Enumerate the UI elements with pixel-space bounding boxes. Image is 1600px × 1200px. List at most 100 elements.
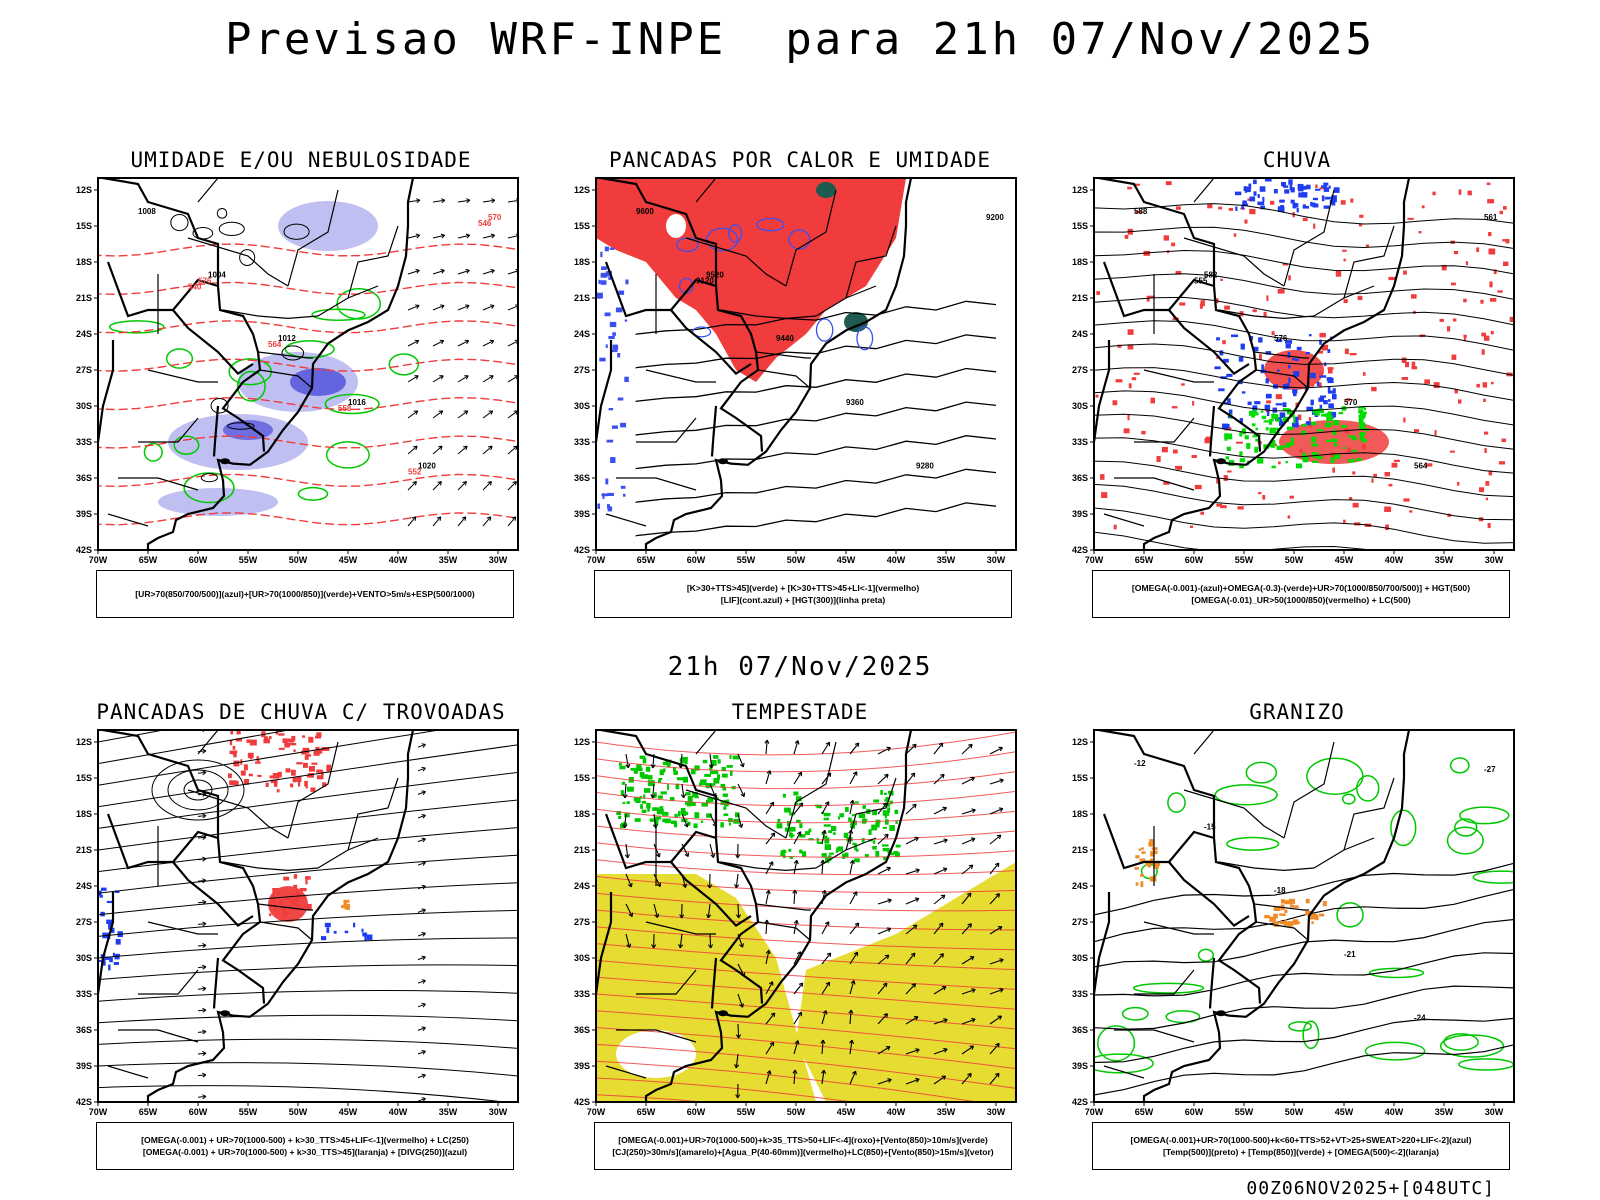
wind-cell xyxy=(884,812,887,819)
rain-cell xyxy=(1310,372,1316,379)
rain-cell xyxy=(1314,413,1320,416)
wind-vector xyxy=(933,1048,948,1055)
rain-cell xyxy=(1505,239,1510,244)
wind-cell xyxy=(893,851,899,855)
temp850-contour xyxy=(1097,1025,1136,1062)
height-contour xyxy=(635,334,997,369)
contour-label: -12 xyxy=(1134,759,1146,768)
rain-cell xyxy=(1316,429,1324,432)
humidity-area xyxy=(278,201,378,251)
rain-cell xyxy=(1411,366,1418,370)
wind-vector xyxy=(482,199,495,203)
wind-vector xyxy=(821,981,830,995)
lif-contour xyxy=(788,229,811,250)
arrow-head xyxy=(970,837,976,843)
arrow-head xyxy=(848,1009,854,1014)
wind-vector xyxy=(933,922,944,935)
rain-cell xyxy=(1239,431,1243,437)
arrow-head xyxy=(968,743,973,749)
rain-cell xyxy=(1457,481,1460,486)
streamline xyxy=(1094,203,1514,225)
wind-cell xyxy=(848,817,852,822)
wind-vector xyxy=(989,779,1004,785)
wind-cell xyxy=(682,776,688,783)
wind-vector xyxy=(849,742,860,755)
wind-cell xyxy=(796,796,802,802)
rain-cell xyxy=(1218,388,1225,392)
humidity-contour xyxy=(143,442,163,462)
omega-cell xyxy=(1273,906,1281,911)
wind-vector xyxy=(849,1040,853,1055)
storm-cell xyxy=(272,888,279,891)
lif-cell xyxy=(611,349,618,353)
wind-cell xyxy=(842,853,846,859)
arrow-head xyxy=(854,922,860,928)
rain-cell xyxy=(1246,186,1251,193)
arrow-head xyxy=(624,854,630,859)
contour-label: -27 xyxy=(1484,765,1496,774)
rain-cell xyxy=(1239,458,1246,463)
wind-cell xyxy=(873,799,880,803)
rain-cell xyxy=(1310,201,1313,207)
contour-label: 564 xyxy=(268,340,282,349)
wind-vector xyxy=(821,1070,825,1085)
storm-cell xyxy=(270,779,278,784)
rain-cell xyxy=(1272,407,1278,413)
divergence-cell xyxy=(112,952,115,957)
arrow-head xyxy=(625,763,631,769)
divergence-cell xyxy=(353,922,356,928)
divergence-cell xyxy=(114,890,120,893)
state-border xyxy=(845,225,897,299)
instability-area xyxy=(844,312,868,332)
lon-label: 30W xyxy=(1485,555,1504,565)
wind-cell xyxy=(700,820,704,823)
wind-cell xyxy=(706,783,710,789)
state-border xyxy=(257,351,313,359)
storm-cell xyxy=(308,736,314,743)
lif-cell xyxy=(617,397,624,401)
lon-label: 60W xyxy=(189,1107,208,1117)
wind-vector xyxy=(407,269,420,275)
wind-cell xyxy=(839,813,844,818)
rain-cell xyxy=(1236,441,1243,444)
arrow-head xyxy=(768,981,774,986)
storm-cell xyxy=(295,892,301,897)
arrow-head xyxy=(421,884,426,890)
rain-cell xyxy=(1343,519,1346,525)
rain-cell xyxy=(1141,430,1146,435)
arrow-head xyxy=(883,1013,889,1018)
wind-cell xyxy=(704,774,711,777)
wind-vector xyxy=(933,839,948,845)
arrow-head xyxy=(887,1078,892,1083)
rain-cell xyxy=(1349,353,1357,356)
wind-cell xyxy=(693,823,698,829)
lat-label: 21S xyxy=(76,293,92,303)
country-border xyxy=(1208,405,1216,457)
rain-cell xyxy=(1249,208,1256,215)
wind-vector xyxy=(793,802,804,815)
lif-cell xyxy=(596,292,603,299)
wind-vector xyxy=(417,861,426,866)
rain-cell xyxy=(1284,189,1290,194)
wind-vector xyxy=(197,858,207,861)
arrow-head xyxy=(421,814,426,819)
arrow-head xyxy=(628,912,634,918)
wind-cell xyxy=(824,837,830,844)
arrow-head xyxy=(911,983,917,988)
arrow-head xyxy=(996,834,1002,840)
rain-cell xyxy=(1290,187,1295,193)
forecast-date: 21h 07/Nov/2025 xyxy=(667,652,933,682)
wind-vector xyxy=(482,375,494,383)
lat-label: 15S xyxy=(574,221,590,231)
state-border xyxy=(1283,189,1335,287)
lon-label: 45W xyxy=(339,555,358,565)
rain-cell xyxy=(1275,417,1282,421)
rain-cell xyxy=(1243,186,1248,191)
wind-vector xyxy=(417,791,426,795)
rain-cell xyxy=(1349,497,1353,500)
rain-cell xyxy=(1344,348,1349,355)
contour-label: 570 xyxy=(1344,398,1358,407)
wind-cell xyxy=(707,797,714,803)
lat-label: 42S xyxy=(1072,545,1088,555)
rain-cell xyxy=(1227,470,1232,473)
